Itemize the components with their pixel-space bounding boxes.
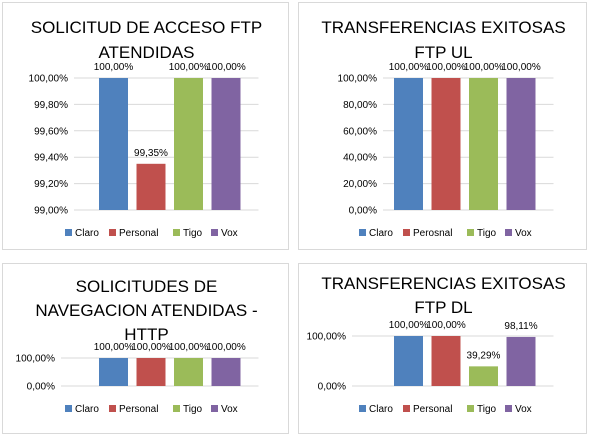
legend-label: Personal bbox=[119, 228, 158, 239]
y-tick-label: 0,00% bbox=[27, 382, 55, 393]
legend-label: Claro bbox=[369, 404, 393, 415]
legend-swatch-claro bbox=[359, 405, 366, 412]
y-tick-label: 99,20% bbox=[34, 179, 68, 190]
chart-title-line: SOLICITUD DE ACCESO FTP bbox=[31, 18, 262, 37]
y-tick-label: 0,00% bbox=[349, 206, 377, 217]
legend-label: Personal bbox=[413, 404, 452, 415]
chart-svg: TRANSFERENCIAS EXITOSAS FTP UL 0,00% 20,00%… bbox=[321, 18, 565, 239]
legend-label: Tigo bbox=[477, 404, 497, 415]
chart-svg: SOLICITUDES DE NAVEGACION ATENDIDAS - HTTP… bbox=[16, 277, 259, 415]
y-tick-label: 60,00% bbox=[343, 126, 377, 137]
data-label: 100,00% bbox=[426, 62, 466, 73]
legend-swatch-tigo bbox=[467, 405, 474, 412]
chart-title-line: ATENDIDAS bbox=[98, 43, 194, 62]
bar-vox bbox=[211, 78, 241, 210]
data-label: 100,00% bbox=[169, 62, 209, 73]
legend-swatch-tigo bbox=[173, 229, 180, 236]
legend-swatch-tigo bbox=[467, 229, 474, 236]
chart-title-line: FTP UL bbox=[414, 43, 472, 62]
bar-tigo bbox=[469, 78, 498, 210]
bar-personal bbox=[136, 358, 166, 386]
legend-swatch-personal bbox=[109, 229, 116, 236]
legend-label: Personal bbox=[119, 404, 158, 415]
chart-panel-ftp-ul: TRANSFERENCIAS EXITOSAS FTP UL 0,00% 20,00%… bbox=[298, 2, 587, 250]
bar-vox bbox=[506, 336, 536, 386]
bar-personal bbox=[136, 163, 166, 210]
data-label: 100,00% bbox=[389, 62, 429, 73]
y-tick-label: 99,40% bbox=[34, 153, 68, 164]
legend-label: Claro bbox=[369, 228, 393, 239]
legend-swatch-vox bbox=[211, 229, 218, 236]
bar-personal bbox=[431, 336, 461, 386]
legend-swatch-claro bbox=[65, 229, 72, 236]
legend-swatch-vox bbox=[211, 405, 218, 412]
chart-title-line: SOLICITUDES DE bbox=[76, 277, 218, 296]
chart-title-line: FTP DL bbox=[414, 298, 472, 317]
chart-svg: SOLICITUD DE ACCESO FTP ATENDIDAS 99,00% 99… bbox=[29, 18, 263, 239]
y-tick-label: 20,00% bbox=[343, 179, 377, 190]
legend-label: Claro bbox=[75, 404, 99, 415]
data-label: 100,00% bbox=[131, 342, 171, 353]
bar-personal bbox=[431, 78, 461, 210]
data-label: 100,00% bbox=[389, 320, 429, 331]
y-tick-label: 40,00% bbox=[343, 153, 377, 164]
y-tick-label: 99,00% bbox=[34, 206, 68, 217]
legend-label: Tigo bbox=[183, 228, 203, 239]
data-label: 100,00% bbox=[169, 342, 209, 353]
chart-panel-navegacion-http: SOLICITUDES DE NAVEGACION ATENDIDAS - HTTP… bbox=[2, 263, 289, 434]
bar-tigo bbox=[174, 358, 203, 386]
chart-title-line: NAVEGACION ATENDIDAS - bbox=[35, 301, 257, 320]
data-label: 100,00% bbox=[94, 342, 134, 353]
data-label: 100,00% bbox=[94, 62, 134, 73]
legend-swatch-vox bbox=[505, 229, 512, 236]
bar-claro bbox=[99, 78, 128, 210]
legend-label: Perosnal bbox=[413, 228, 452, 239]
y-tick-label: 100,00% bbox=[29, 74, 69, 85]
bar-vox bbox=[211, 358, 241, 386]
legend-label: Vox bbox=[515, 228, 532, 239]
chart-svg: TRANSFERENCIAS EXITOSAS FTP DL 0,00% 100,00… bbox=[307, 274, 566, 415]
bar-vox bbox=[506, 78, 536, 210]
y-tick-label: 100,00% bbox=[16, 354, 56, 365]
legend-swatch-claro bbox=[359, 229, 366, 236]
data-label: 100,00% bbox=[206, 342, 246, 353]
legend-label: Vox bbox=[221, 404, 238, 415]
legend-swatch-tigo bbox=[173, 405, 180, 412]
bar-claro bbox=[394, 78, 423, 210]
legend-label: Vox bbox=[515, 404, 532, 415]
bar-tigo bbox=[174, 78, 203, 210]
y-tick-label: 80,00% bbox=[343, 100, 377, 111]
data-label: 100,00% bbox=[206, 62, 246, 73]
y-tick-label: 0,00% bbox=[318, 382, 346, 393]
data-label: 98,11% bbox=[504, 321, 537, 332]
chart-title-line: HTTP bbox=[124, 325, 168, 344]
bar-claro bbox=[99, 358, 128, 386]
chart-panel-acceso-ftp: SOLICITUD DE ACCESO FTP ATENDIDAS 99,00% 99… bbox=[2, 2, 289, 250]
legend-swatch-personal bbox=[403, 229, 410, 236]
y-tick-label: 99,80% bbox=[34, 100, 68, 111]
legend-swatch-personal bbox=[403, 405, 410, 412]
legend-label: Tigo bbox=[477, 228, 497, 239]
bar-tigo bbox=[469, 366, 498, 386]
data-label: 100,00% bbox=[501, 62, 541, 73]
chart-title-line: TRANSFERENCIAS EXITOSAS bbox=[321, 274, 565, 293]
legend-swatch-claro bbox=[65, 405, 72, 412]
y-tick-label: 100,00% bbox=[338, 74, 378, 85]
legend-label: Tigo bbox=[183, 404, 203, 415]
legend-swatch-vox bbox=[505, 405, 512, 412]
bar-claro bbox=[394, 336, 423, 386]
y-tick-label: 100,00% bbox=[307, 332, 347, 343]
chart-panel-ftp-dl: TRANSFERENCIAS EXITOSAS FTP DL 0,00% 100,00… bbox=[298, 263, 587, 434]
y-tick-label: 99,60% bbox=[34, 126, 68, 137]
data-label: 99,35% bbox=[134, 148, 168, 159]
legend-label: Claro bbox=[75, 228, 99, 239]
data-label: 100,00% bbox=[426, 320, 466, 331]
legend-label: Vox bbox=[221, 228, 238, 239]
data-label: 100,00% bbox=[464, 62, 504, 73]
chart-title-line: TRANSFERENCIAS EXITOSAS bbox=[321, 18, 565, 37]
data-label: 39,29% bbox=[467, 350, 501, 361]
legend-swatch-personal bbox=[109, 405, 116, 412]
